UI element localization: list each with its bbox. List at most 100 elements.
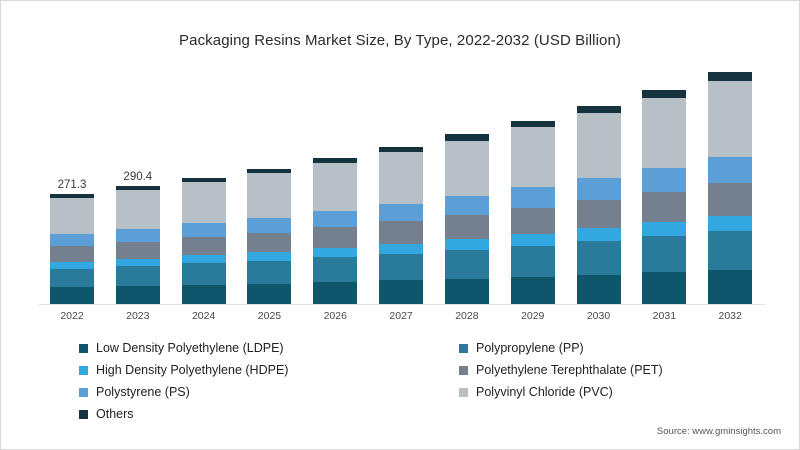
bar-segment (576, 177, 621, 201)
bar-segment (576, 112, 621, 178)
bar-segment (576, 106, 621, 113)
bar-group-2028 (434, 134, 500, 304)
bar-segment (115, 190, 160, 229)
bar-group-2032 (697, 72, 763, 304)
bar-segment (510, 207, 555, 234)
bar-segment (50, 234, 94, 247)
bar-segment (313, 211, 358, 228)
bar-segment (379, 243, 424, 254)
stacked-bar[interactable] (642, 89, 687, 304)
bar-segment (115, 258, 160, 267)
bar-segment (444, 278, 489, 304)
bar-segment (642, 272, 687, 304)
bar-segment (444, 239, 489, 251)
legend-swatch-icon (79, 343, 88, 353)
bar-segment (313, 163, 358, 212)
bar-group-2024 (171, 177, 237, 304)
legend-item[interactable]: High Density Polyethylene (HDPE) (79, 360, 288, 380)
bar-segment (379, 152, 424, 204)
bar-segment (642, 222, 687, 236)
stacked-bar[interactable] (181, 177, 226, 304)
legend-swatch-icon (79, 409, 88, 419)
stacked-bar[interactable] (708, 72, 753, 304)
bar-group-2026 (302, 158, 368, 304)
x-axis-tick-labels: 2022 2023 2024 2025 2026 2027 2028 2029 2030 2031… (39, 310, 763, 328)
legend-item-label: Polystyrene (PS) (96, 385, 190, 399)
bar-segment (510, 276, 555, 304)
bar-segment (50, 193, 94, 198)
bar-segment (510, 245, 555, 277)
bar-segment (576, 228, 621, 242)
bar-segment (181, 237, 226, 256)
legend-swatch-icon (79, 387, 88, 397)
bar-segment (708, 156, 753, 183)
bar-group-2025 (236, 168, 302, 304)
bar-segment (642, 167, 687, 192)
bar-group-2023: 290.4 (105, 171, 171, 304)
legend-item-label: Polyethylene Terephthalate (PET) (476, 363, 663, 377)
legend-swatch-icon (459, 365, 468, 375)
bar-segment (181, 223, 226, 238)
bar-segment (642, 191, 687, 223)
bar-segment (642, 97, 687, 168)
x-tick-2030: 2030 (586, 310, 611, 322)
legend-item[interactable]: Others (79, 404, 288, 424)
bar-segment (708, 269, 753, 304)
bar-segment (115, 241, 160, 259)
bar-segment (313, 248, 358, 258)
chart-title: Packaging Resins Market Size, By Type, 2… (179, 32, 621, 49)
legend-item[interactable]: Polystyrene (PS) (79, 382, 288, 402)
bar-segment (247, 251, 292, 261)
bar-segment (181, 177, 226, 182)
stacked-bar[interactable] (510, 120, 555, 304)
bar-segment (379, 253, 424, 281)
bar-segment (444, 134, 489, 141)
stacked-bar[interactable] (576, 106, 621, 304)
x-tick-2031: 2031 (652, 310, 677, 322)
legend-item[interactable]: Polyethylene Terephthalate (PET) (459, 360, 663, 380)
bar-segment (50, 246, 94, 262)
bar-segment (379, 221, 424, 244)
bar-segment (444, 215, 489, 240)
bar-segment (313, 227, 358, 249)
bar-segment (247, 260, 292, 284)
legend-item[interactable]: Polyvinyl Chloride (PVC) (459, 382, 663, 402)
bar-segment (313, 282, 358, 304)
bar-segment (708, 215, 753, 231)
legend-item[interactable]: Low Density Polyethylene (LDPE) (79, 338, 288, 358)
bar-segment (247, 232, 292, 252)
stacked-bar[interactable] (444, 134, 489, 304)
bar-segment (50, 197, 94, 235)
legend-column-right: Polypropylene (PP) Polyethylene Terephtha… (459, 338, 663, 404)
x-tick-2028: 2028 (455, 310, 479, 322)
bar-group-2027 (368, 147, 434, 304)
x-tick-2032: 2032 (718, 310, 742, 322)
legend-swatch-icon (459, 387, 468, 397)
x-tick-2024: 2024 (191, 310, 216, 322)
legend-item[interactable]: Polypropylene (PP) (459, 338, 663, 358)
stacked-bar[interactable]: 290.4 (115, 171, 160, 304)
bar-segment (313, 257, 358, 283)
bar-group-2031 (631, 89, 697, 304)
bar-segment (379, 203, 424, 222)
bar-value-label: 290.4 (123, 171, 153, 184)
bar-segment (444, 196, 489, 216)
bar-segment (642, 235, 687, 273)
stacked-bar[interactable]: 271.3 (50, 179, 94, 304)
bar-segment (444, 250, 489, 279)
legend-item-label: Others (96, 407, 134, 421)
bar-segment (247, 168, 292, 173)
stacked-bar[interactable] (379, 147, 424, 304)
bar-value-label: 271.3 (57, 178, 87, 191)
stacked-bar[interactable] (247, 168, 292, 304)
bar-group-2030 (566, 106, 632, 304)
bar-segment (115, 266, 160, 287)
bar-segment (50, 269, 94, 288)
bar-segment (444, 140, 489, 197)
bar-segment (181, 255, 226, 264)
legend-item-label: Polypropylene (PP) (476, 341, 584, 355)
bar-segment (379, 280, 424, 304)
stacked-bar[interactable] (313, 158, 358, 304)
bar-segment (510, 233, 555, 246)
